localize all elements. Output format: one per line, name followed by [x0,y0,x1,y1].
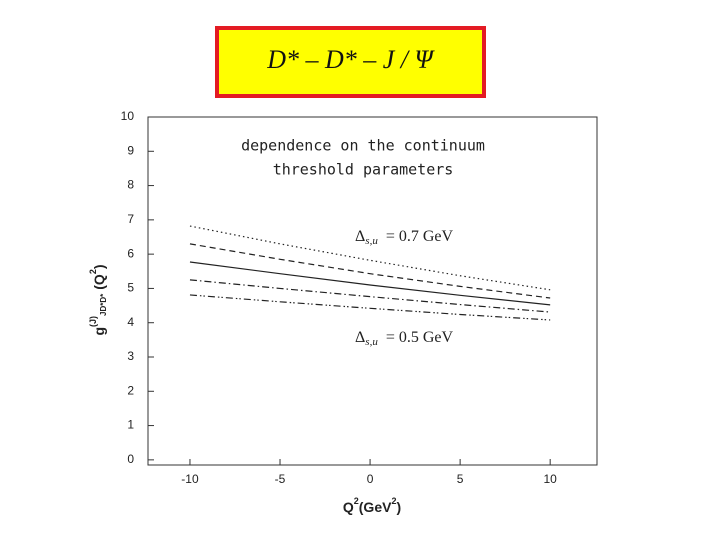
y-tick-label: 9 [127,143,134,157]
annotation-symbol: Δ [355,329,365,346]
y-tick-label: 7 [127,212,134,226]
annotation-text: = 0.7 GeV [386,228,454,245]
x-axis-label-sup: 2 [391,496,396,506]
chart-title: D* – D* – J / Ψ [266,45,435,74]
series-line [189,294,551,321]
annotation: Δs,u = 0.5 GeV [355,329,454,348]
annotation: dependence on the continuum [241,137,485,155]
series-line [189,279,551,313]
x-tick-label: 10 [543,472,557,486]
y-axis-label-part: g [91,327,107,336]
y-axis-label: g(J)JD*D* (Q2) [88,264,108,335]
series-line [189,243,551,299]
title-box [215,26,486,98]
y-tick-label: 1 [127,418,134,432]
y-tick-label: 0 [127,452,134,466]
x-tick-label: 5 [457,472,464,486]
y-tick-label: 10 [121,109,135,123]
x-axis-label-sup: 2 [354,496,359,506]
x-tick-label: -5 [275,472,286,486]
x-axis-label: Q2(GeV2) [343,496,401,514]
y-axis-label-part: (Q [91,274,107,290]
y-tick-label: 4 [127,315,134,329]
plot-frame [147,116,598,466]
y-tick-label: 6 [127,246,134,260]
annotation-symbol: Δ [355,228,365,245]
series-line [189,261,551,306]
x-axis-label-part: Q [343,499,354,515]
y-tick-label: 5 [127,281,134,295]
annotation: Δs,u = 0.7 GeV [355,228,454,247]
y-axis-label-part: ) [91,264,107,269]
y-tick-label: 3 [127,349,134,363]
y-axis-label-sup: 2 [88,269,98,274]
annotation-text: = 0.5 GeV [386,329,454,346]
x-tick-label: 0 [367,472,374,486]
annotation-subscript: s,u [365,336,378,348]
y-tick-label: 2 [127,383,134,397]
annotation-subscript: s,u [365,235,378,247]
y-tick-label: 8 [127,178,134,192]
annotation: threshold parameters [273,161,454,179]
y-axis-label-sub: JD*D* [99,293,108,316]
x-axis-label-part: (GeV [359,499,392,515]
x-axis-label-part: ) [396,499,401,515]
x-tick-label: -10 [181,472,199,486]
y-axis-label-sup: (J) [88,316,98,327]
